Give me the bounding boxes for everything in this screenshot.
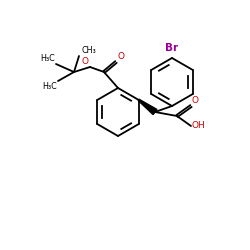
Text: OH: OH	[192, 122, 206, 130]
Text: H₃C: H₃C	[40, 54, 55, 63]
Polygon shape	[138, 99, 157, 114]
Text: Br: Br	[166, 43, 178, 53]
Text: O: O	[192, 96, 199, 105]
Text: H₃C: H₃C	[42, 82, 57, 91]
Text: CH₃: CH₃	[82, 46, 97, 55]
Text: O: O	[117, 52, 124, 61]
Text: O: O	[82, 57, 89, 66]
